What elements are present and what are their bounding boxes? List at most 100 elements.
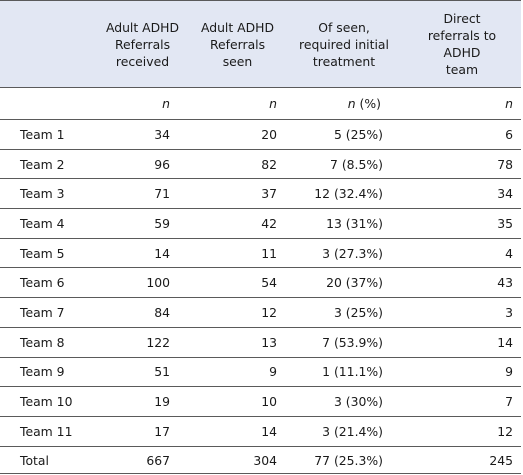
header-line: required initial bbox=[289, 36, 399, 53]
header-line: referrals to bbox=[407, 27, 517, 44]
treatment-cell: 3 (30%) bbox=[285, 387, 403, 417]
header-line: received bbox=[99, 53, 186, 70]
direct-cell: 6 bbox=[403, 120, 521, 150]
team-cell: Team 4 bbox=[0, 209, 95, 239]
seen-cell: 12 bbox=[190, 298, 285, 328]
team-cell: Team 7 bbox=[0, 298, 95, 328]
team-cell: Team 3 bbox=[0, 179, 95, 209]
team-cell: Team 5 bbox=[0, 238, 95, 268]
treatment-cell: 3 (21.4%) bbox=[285, 416, 403, 446]
direct-cell: 35 bbox=[403, 209, 521, 239]
header-line: team bbox=[407, 61, 517, 78]
treatment-cell: 7 (8.5%) bbox=[285, 149, 403, 179]
treatment-cell: 20 (37%) bbox=[285, 268, 403, 298]
direct-cell: 245 bbox=[403, 446, 521, 475]
units-seen: n bbox=[190, 88, 285, 120]
direct-cell: 7 bbox=[403, 387, 521, 417]
seen-cell: 13 bbox=[190, 327, 285, 357]
direct-cell: 43 bbox=[403, 268, 521, 298]
units-direct: n bbox=[403, 88, 521, 120]
team-cell: Team 8 bbox=[0, 327, 95, 357]
received-cell: 17 bbox=[95, 416, 190, 446]
header-line: Adult ADHD bbox=[99, 19, 186, 36]
received-cell: 59 bbox=[95, 209, 190, 239]
seen-cell: 37 bbox=[190, 179, 285, 209]
team-cell: Team 1 bbox=[0, 120, 95, 150]
team-cell: Team 10 bbox=[0, 387, 95, 417]
header-line: Adult ADHD bbox=[194, 19, 281, 36]
direct-cell: 34 bbox=[403, 179, 521, 209]
units-received: n bbox=[95, 88, 190, 120]
treatment-cell: 7 (53.9%) bbox=[285, 327, 403, 357]
seen-cell: 14 bbox=[190, 416, 285, 446]
received-cell: 51 bbox=[95, 357, 190, 387]
header-line: Referrals bbox=[99, 36, 186, 53]
direct-cell: 3 bbox=[403, 298, 521, 328]
treatment-cell: 12 (32.4%) bbox=[285, 179, 403, 209]
seen-cell: 54 bbox=[190, 268, 285, 298]
treatment-cell: 3 (25%) bbox=[285, 298, 403, 328]
received-cell: 667 bbox=[95, 446, 190, 475]
received-cell: 100 bbox=[95, 268, 190, 298]
units-treatment-n: n bbox=[348, 96, 356, 111]
direct-cell: 12 bbox=[403, 416, 521, 446]
received-cell: 96 bbox=[95, 149, 190, 179]
direct-cell: 9 bbox=[403, 357, 521, 387]
received-cell: 84 bbox=[95, 298, 190, 328]
header-line: Of seen, bbox=[289, 19, 399, 36]
team-cell: Total bbox=[0, 446, 95, 475]
treatment-cell: 77 (25.3%) bbox=[285, 446, 403, 475]
units-treatment: n (%) bbox=[285, 88, 403, 120]
received-cell: 34 bbox=[95, 120, 190, 150]
received-cell: 19 bbox=[95, 387, 190, 417]
received-cell: 71 bbox=[95, 179, 190, 209]
units-treatment-pct: (%) bbox=[356, 96, 381, 111]
header-team bbox=[0, 1, 95, 88]
seen-cell: 11 bbox=[190, 238, 285, 268]
direct-cell: 14 bbox=[403, 327, 521, 357]
header-row: Adult ADHD Referrals received Adult ADHD… bbox=[0, 1, 521, 88]
team-cell: Team 11 bbox=[0, 416, 95, 446]
seen-cell: 10 bbox=[190, 387, 285, 417]
units-row: n n n (%) n bbox=[0, 88, 521, 120]
seen-cell: 304 bbox=[190, 446, 285, 475]
seen-cell: 20 bbox=[190, 120, 285, 150]
header-direct-referrals: Direct referrals to ADHD team bbox=[403, 1, 521, 88]
header-line: Direct bbox=[407, 10, 517, 27]
treatment-cell: 5 (25%) bbox=[285, 120, 403, 150]
units-team bbox=[0, 88, 95, 120]
received-cell: 122 bbox=[95, 327, 190, 357]
header-referrals-seen: Adult ADHD Referrals seen bbox=[190, 1, 285, 88]
header-line: ADHD bbox=[407, 44, 517, 61]
header-line: Referrals bbox=[194, 36, 281, 53]
header-line: seen bbox=[194, 53, 281, 70]
team-cell: Team 6 bbox=[0, 268, 95, 298]
direct-cell: 4 bbox=[403, 238, 521, 268]
header-required-treatment: Of seen, required initial treatment bbox=[285, 1, 403, 88]
treatment-cell: 13 (31%) bbox=[285, 209, 403, 239]
direct-cell: 78 bbox=[403, 149, 521, 179]
header-referrals-received: Adult ADHD Referrals received bbox=[95, 1, 190, 88]
team-cell: Team 2 bbox=[0, 149, 95, 179]
received-cell: 14 bbox=[95, 238, 190, 268]
seen-cell: 42 bbox=[190, 209, 285, 239]
seen-cell: 9 bbox=[190, 357, 285, 387]
seen-cell: 82 bbox=[190, 149, 285, 179]
treatment-cell: 1 (11.1%) bbox=[285, 357, 403, 387]
treatment-cell: 3 (27.3%) bbox=[285, 238, 403, 268]
